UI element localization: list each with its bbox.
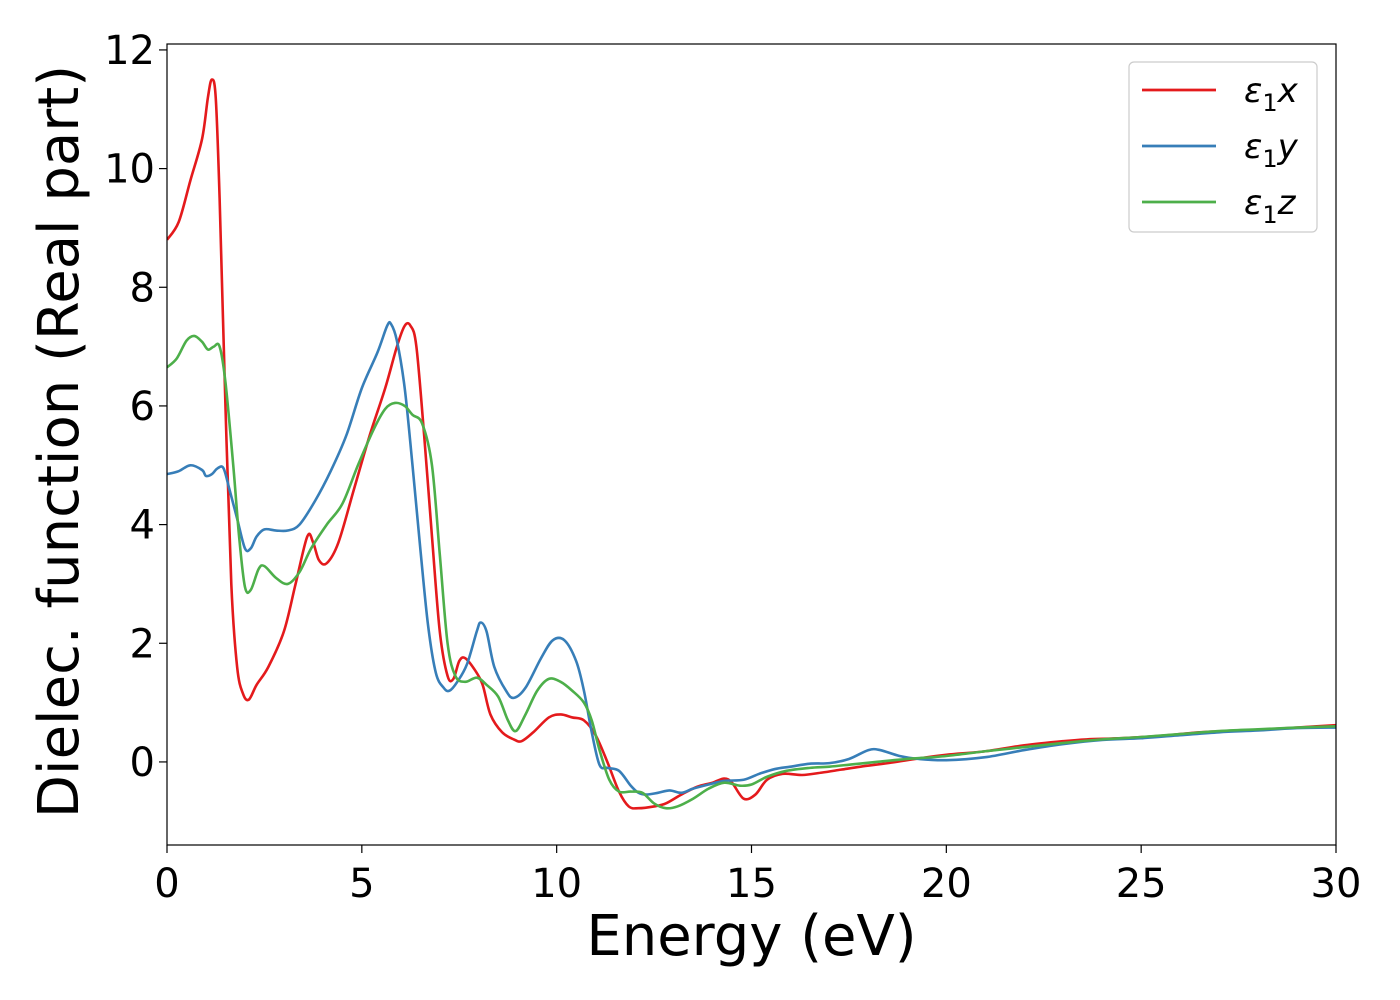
series-line-y	[167, 320, 1336, 796]
y-tick-label: 2	[130, 621, 155, 667]
legend-label-y: ε1y	[1244, 127, 1299, 173]
x-tick-label: 5	[349, 861, 374, 907]
series-line-z	[167, 334, 1336, 810]
legend: ε1x ε1y ε1z	[1128, 61, 1318, 233]
plot-lines	[167, 78, 1336, 810]
x-tick-label: 15	[726, 861, 777, 907]
series-line-x	[167, 78, 1336, 810]
x-tick-label: 10	[531, 861, 582, 907]
y-axis-ticks: 0 2 4 6 8 10 12	[104, 28, 167, 786]
y-tick-label: 10	[104, 147, 155, 193]
y-tick-label: 12	[104, 28, 155, 74]
y-tick-label: 6	[130, 384, 155, 430]
legend-box	[1128, 61, 1318, 233]
legend-label-z: ε1z	[1244, 183, 1297, 229]
y-tick-label: 8	[130, 265, 155, 311]
x-tick-label: 30	[1311, 861, 1362, 907]
x-tick-label: 20	[921, 861, 972, 907]
y-tick-label: 4	[130, 503, 155, 549]
x-tick-label: 25	[1116, 861, 1167, 907]
x-tick-label: 0	[154, 861, 179, 907]
legend-label-x: ε1x	[1244, 71, 1299, 117]
y-tick-label: 0	[130, 740, 155, 786]
x-axis-title: Energy (eV)	[586, 904, 916, 969]
x-axis-ticks: 0 5 10 15 20 25 30	[154, 845, 1361, 907]
y-axis-title: Dielec. function (Real part)	[27, 65, 92, 818]
